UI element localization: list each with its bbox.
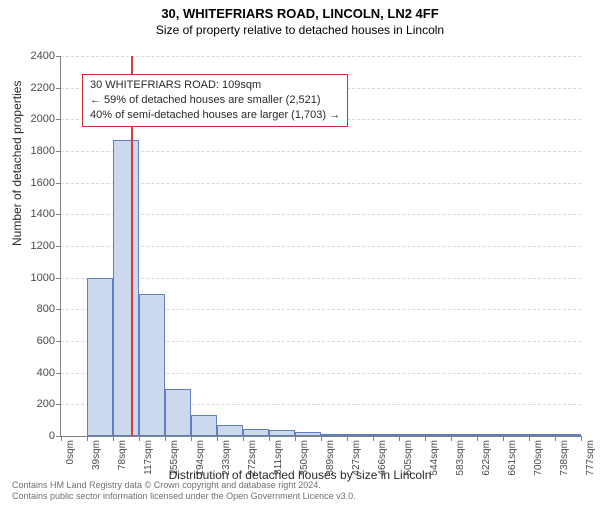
histogram-bar (87, 278, 113, 436)
histogram-bar (477, 434, 503, 436)
x-tick-label: 700sqm (533, 440, 544, 490)
info-line-property: 30 WHITEFRIARS ROAD: 109sqm (90, 78, 340, 93)
y-tick-label: 1400 (15, 208, 55, 220)
x-tick-mark (139, 436, 140, 441)
footer-attribution: Contains HM Land Registry data © Crown c… (12, 480, 356, 502)
x-tick-mark (425, 436, 426, 441)
histogram-bar (529, 434, 555, 436)
y-tick-mark (56, 278, 61, 279)
x-tick-label: 583sqm (455, 440, 466, 490)
y-tick-label: 2000 (15, 113, 55, 125)
x-tick-label: 777sqm (585, 440, 596, 490)
histogram-bar (373, 434, 399, 436)
y-tick-mark (56, 88, 61, 89)
y-tick-label: 1200 (15, 240, 55, 252)
y-tick-mark (56, 309, 61, 310)
x-tick-mark (451, 436, 452, 441)
histogram-bar (503, 434, 529, 436)
y-tick-mark (56, 214, 61, 215)
footer-line-1: Contains HM Land Registry data © Crown c… (12, 480, 356, 491)
histogram-bar (139, 294, 165, 437)
gridline (61, 278, 581, 279)
x-tick-mark (87, 436, 88, 441)
info-line-smaller: ← 59% of detached houses are smaller (2,… (90, 93, 340, 108)
y-tick-mark (56, 56, 61, 57)
gridline (61, 214, 581, 215)
x-tick-mark (165, 436, 166, 441)
y-tick-mark (56, 341, 61, 342)
histogram-bar (425, 434, 451, 436)
y-tick-label: 600 (15, 335, 55, 347)
gridline (61, 183, 581, 184)
x-tick-mark (321, 436, 322, 441)
y-tick-label: 1000 (15, 272, 55, 284)
y-axis-title: Number of detached properties (10, 81, 24, 246)
histogram-bar (217, 425, 243, 436)
x-tick-mark (373, 436, 374, 441)
x-tick-mark (529, 436, 530, 441)
x-tick-mark (555, 436, 556, 441)
x-tick-mark (399, 436, 400, 441)
x-tick-mark (217, 436, 218, 441)
property-info-box: 30 WHITEFRIARS ROAD: 109sqm ← 59% of det… (82, 74, 348, 127)
gridline (61, 151, 581, 152)
histogram-bar (295, 432, 321, 436)
x-tick-mark (295, 436, 296, 441)
y-tick-mark (56, 246, 61, 247)
x-tick-mark (243, 436, 244, 441)
histogram-bar (347, 434, 373, 436)
y-tick-label: 1800 (15, 145, 55, 157)
x-tick-label: 661sqm (507, 440, 518, 490)
x-tick-mark (61, 436, 62, 441)
histogram-bar (113, 140, 139, 436)
y-tick-mark (56, 183, 61, 184)
x-tick-mark (191, 436, 192, 441)
histogram-bar (243, 429, 269, 436)
histogram-bar (451, 434, 477, 436)
histogram-bar (321, 434, 347, 436)
info-line-larger: 40% of semi-detached houses are larger (… (90, 108, 340, 123)
histogram-bar (555, 434, 581, 436)
x-tick-mark (269, 436, 270, 441)
histogram-bar (399, 434, 425, 436)
gridline (61, 56, 581, 57)
y-tick-label: 200 (15, 398, 55, 410)
x-tick-label: 505sqm (403, 440, 414, 490)
histogram-bar (191, 415, 217, 436)
x-tick-mark (347, 436, 348, 441)
x-tick-mark (477, 436, 478, 441)
y-tick-mark (56, 151, 61, 152)
y-tick-label: 400 (15, 367, 55, 379)
x-tick-label: 544sqm (429, 440, 440, 490)
histogram-bar (269, 430, 295, 436)
y-tick-label: 2200 (15, 82, 55, 94)
y-tick-mark (56, 119, 61, 120)
footer-line-2: Contains public sector information licen… (12, 491, 356, 502)
y-tick-label: 1600 (15, 177, 55, 189)
y-tick-label: 2400 (15, 50, 55, 62)
x-tick-label: 738sqm (559, 440, 570, 490)
y-tick-label: 800 (15, 303, 55, 315)
histogram-bar (165, 389, 191, 437)
x-tick-mark (113, 436, 114, 441)
gridline (61, 246, 581, 247)
page-subtitle: Size of property relative to detached ho… (0, 23, 600, 37)
x-tick-mark (581, 436, 582, 441)
y-tick-mark (56, 404, 61, 405)
x-tick-label: 622sqm (481, 440, 492, 490)
y-tick-mark (56, 373, 61, 374)
y-tick-label: 0 (15, 430, 55, 442)
page-title: 30, WHITEFRIARS ROAD, LINCOLN, LN2 4FF (0, 6, 600, 21)
x-tick-mark (503, 436, 504, 441)
x-tick-label: 466sqm (377, 440, 388, 490)
